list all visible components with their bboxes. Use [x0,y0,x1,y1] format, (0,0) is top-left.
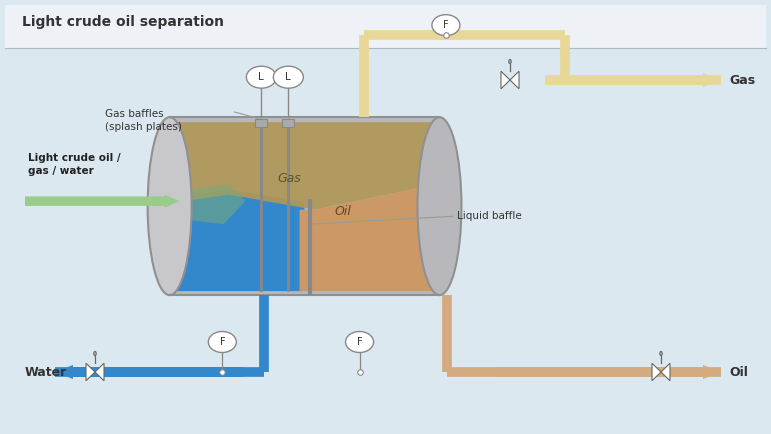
Ellipse shape [247,66,276,88]
Text: Light crude oil /
gas / water: Light crude oil / gas / water [28,153,120,176]
Ellipse shape [417,117,462,295]
Polygon shape [501,71,510,89]
Polygon shape [652,363,661,381]
Text: L: L [285,72,291,82]
Text: Water: Water [25,365,67,378]
Bar [5,5,766,48]
Bar [255,119,268,127]
FancyArrow shape [497,365,721,379]
Text: Gas: Gas [729,73,755,86]
Text: Gas: Gas [278,172,301,184]
Polygon shape [174,122,435,210]
FancyArrow shape [25,195,180,207]
Ellipse shape [147,117,192,295]
Polygon shape [510,71,519,89]
Ellipse shape [509,59,511,64]
Text: Oil: Oil [729,365,748,378]
Text: F: F [443,20,449,30]
Polygon shape [300,185,435,291]
Ellipse shape [208,332,237,352]
Ellipse shape [94,352,96,356]
Polygon shape [95,363,104,381]
Ellipse shape [432,15,460,36]
Text: Oil: Oil [334,205,351,217]
Polygon shape [174,189,305,291]
Ellipse shape [345,332,373,352]
Text: L: L [258,72,264,82]
Text: Liquid baffle: Liquid baffle [457,211,522,221]
Polygon shape [86,363,95,381]
Text: Gas baffles
(splash plates): Gas baffles (splash plates) [105,109,182,132]
Ellipse shape [660,352,662,356]
FancyArrow shape [545,73,721,87]
Text: F: F [357,337,362,347]
FancyArrow shape [55,365,244,379]
Text: Light crude oil separation: Light crude oil separation [22,15,224,29]
Bar [170,117,439,295]
Text: F: F [220,337,225,347]
Polygon shape [661,363,670,381]
Bar [282,119,295,127]
Polygon shape [173,184,245,224]
Ellipse shape [274,66,303,88]
